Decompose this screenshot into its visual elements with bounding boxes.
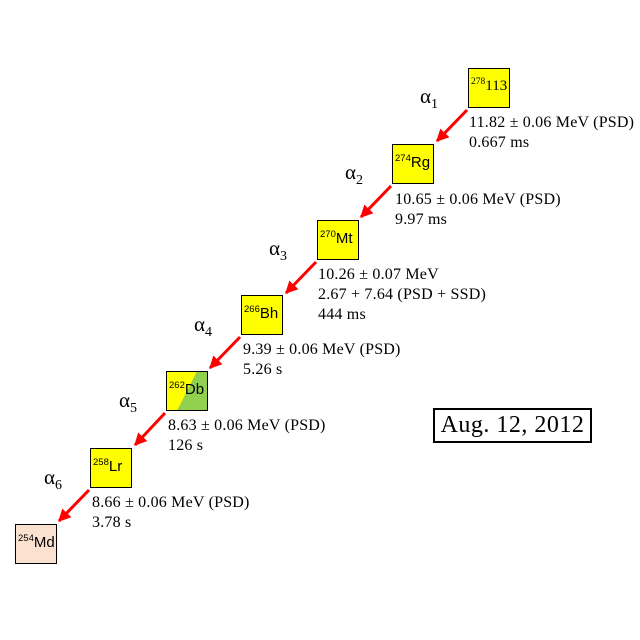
- decay-lifetime: 5.26 s: [243, 361, 283, 378]
- decay-energy: 11.82 ± 0.06 MeV (PSD): [469, 114, 635, 131]
- decay-annotation-3: 10.26 ± 0.07 MeV 2.67 + 7.64 (PSD + SSD)…: [318, 265, 486, 325]
- nuclide-label: 270Mt: [320, 230, 353, 246]
- nuclide-label: 266Bh: [244, 305, 278, 321]
- alpha-glyph: α: [194, 312, 206, 336]
- decay-lifetime: 3.78 s: [92, 514, 132, 531]
- element-symbol: 113: [485, 78, 508, 94]
- alpha-label-5: α5: [119, 390, 137, 416]
- decay-annotation-2: 10.65 ± 0.06 MeV (PSD) 9.97 ms: [395, 190, 561, 230]
- decay-lifetime: 0.667 ms: [469, 134, 530, 151]
- mass-number: 278: [471, 77, 486, 87]
- date-label-box: Aug. 12, 2012: [433, 408, 592, 443]
- nuclide-box-278-113: 278113: [468, 68, 510, 108]
- mass-number: 254: [18, 533, 34, 544]
- nuclide-box-262-db: 262Db: [166, 371, 208, 411]
- alpha-index: 2: [356, 173, 364, 188]
- alpha-glyph: α: [119, 388, 131, 412]
- nuclide-box-266-bh: 266Bh: [241, 295, 283, 335]
- decay-lifetime: 444 ms: [318, 306, 366, 323]
- decay-energy-split: 2.67 + 7.64 (PSD + SSD): [318, 286, 487, 303]
- decay-energy: 8.63 ± 0.06 MeV (PSD): [168, 417, 326, 434]
- alpha-label-2: α2: [345, 162, 363, 188]
- nuclide-label: 262Db: [169, 381, 204, 397]
- element-symbol: Lr: [108, 458, 123, 475]
- nuclide-box-258-lr: 258Lr: [90, 448, 132, 488]
- nuclide-box-254-md: 254Md: [15, 524, 57, 564]
- alpha-index: 5: [130, 401, 138, 416]
- element-symbol: Rg: [410, 154, 431, 171]
- mass-number: 262: [169, 380, 185, 391]
- decay-annotation-6: 8.66 ± 0.06 MeV (PSD) 3.78 s: [92, 493, 250, 533]
- alpha-label-3: α3: [269, 238, 287, 264]
- mass-number: 274: [395, 153, 411, 164]
- alpha-arrow-5: [133, 411, 167, 447]
- alpha-index: 4: [205, 325, 213, 340]
- nuclide-box-270-mt: 270Mt: [317, 220, 359, 260]
- alpha-arrow-1: [435, 108, 469, 143]
- decay-annotation-4: 9.39 ± 0.06 MeV (PSD) 5.26 s: [243, 340, 401, 380]
- alpha-arrow-2: [359, 184, 393, 219]
- decay-annotation-5: 8.63 ± 0.06 MeV (PSD) 126 s: [168, 416, 326, 456]
- decay-energy: 10.65 ± 0.06 MeV (PSD): [395, 191, 561, 208]
- mass-number: 270: [320, 229, 336, 240]
- element-symbol: Mt: [335, 230, 353, 247]
- decay-energy: 8.66 ± 0.06 MeV (PSD): [92, 494, 250, 511]
- alpha-label-1: α1: [420, 86, 438, 112]
- nuclide-label: 278113: [471, 77, 508, 94]
- decay-energy: 10.26 ± 0.07 MeV: [318, 266, 439, 283]
- alpha-glyph: α: [420, 84, 432, 108]
- nuclide-label: 258Lr: [93, 458, 122, 474]
- decay-energy: 9.39 ± 0.06 MeV (PSD): [243, 341, 401, 358]
- alpha-arrow-6: [57, 488, 91, 523]
- decay-annotation-1: 11.82 ± 0.06 MeV (PSD) 0.667 ms: [469, 113, 634, 153]
- alpha-index: 1: [431, 97, 439, 112]
- element-symbol: Bh: [259, 305, 279, 322]
- alpha-index: 3: [280, 249, 288, 264]
- alpha-label-6: α6: [44, 467, 62, 493]
- alpha-glyph: α: [44, 465, 56, 489]
- alpha-label-4: α4: [194, 314, 212, 340]
- alpha-glyph: α: [345, 160, 357, 184]
- nuclide-box-274-rg: 274Rg: [392, 144, 434, 184]
- alpha-index: 6: [55, 478, 63, 493]
- mass-number: 266: [244, 304, 260, 315]
- alpha-glyph: α: [269, 236, 281, 260]
- nuclide-label: 254Md: [18, 534, 55, 550]
- decay-lifetime: 9.97 ms: [395, 211, 448, 228]
- nuclide-label: 274Rg: [395, 154, 430, 170]
- mass-number: 258: [93, 457, 109, 468]
- alpha-arrow-4: [208, 335, 242, 370]
- element-symbol: Md: [33, 534, 55, 551]
- element-symbol: Db: [184, 381, 205, 398]
- date-label: Aug. 12, 2012: [440, 412, 585, 438]
- decay-lifetime: 126 s: [168, 437, 204, 454]
- alpha-arrow-3: [284, 260, 318, 295]
